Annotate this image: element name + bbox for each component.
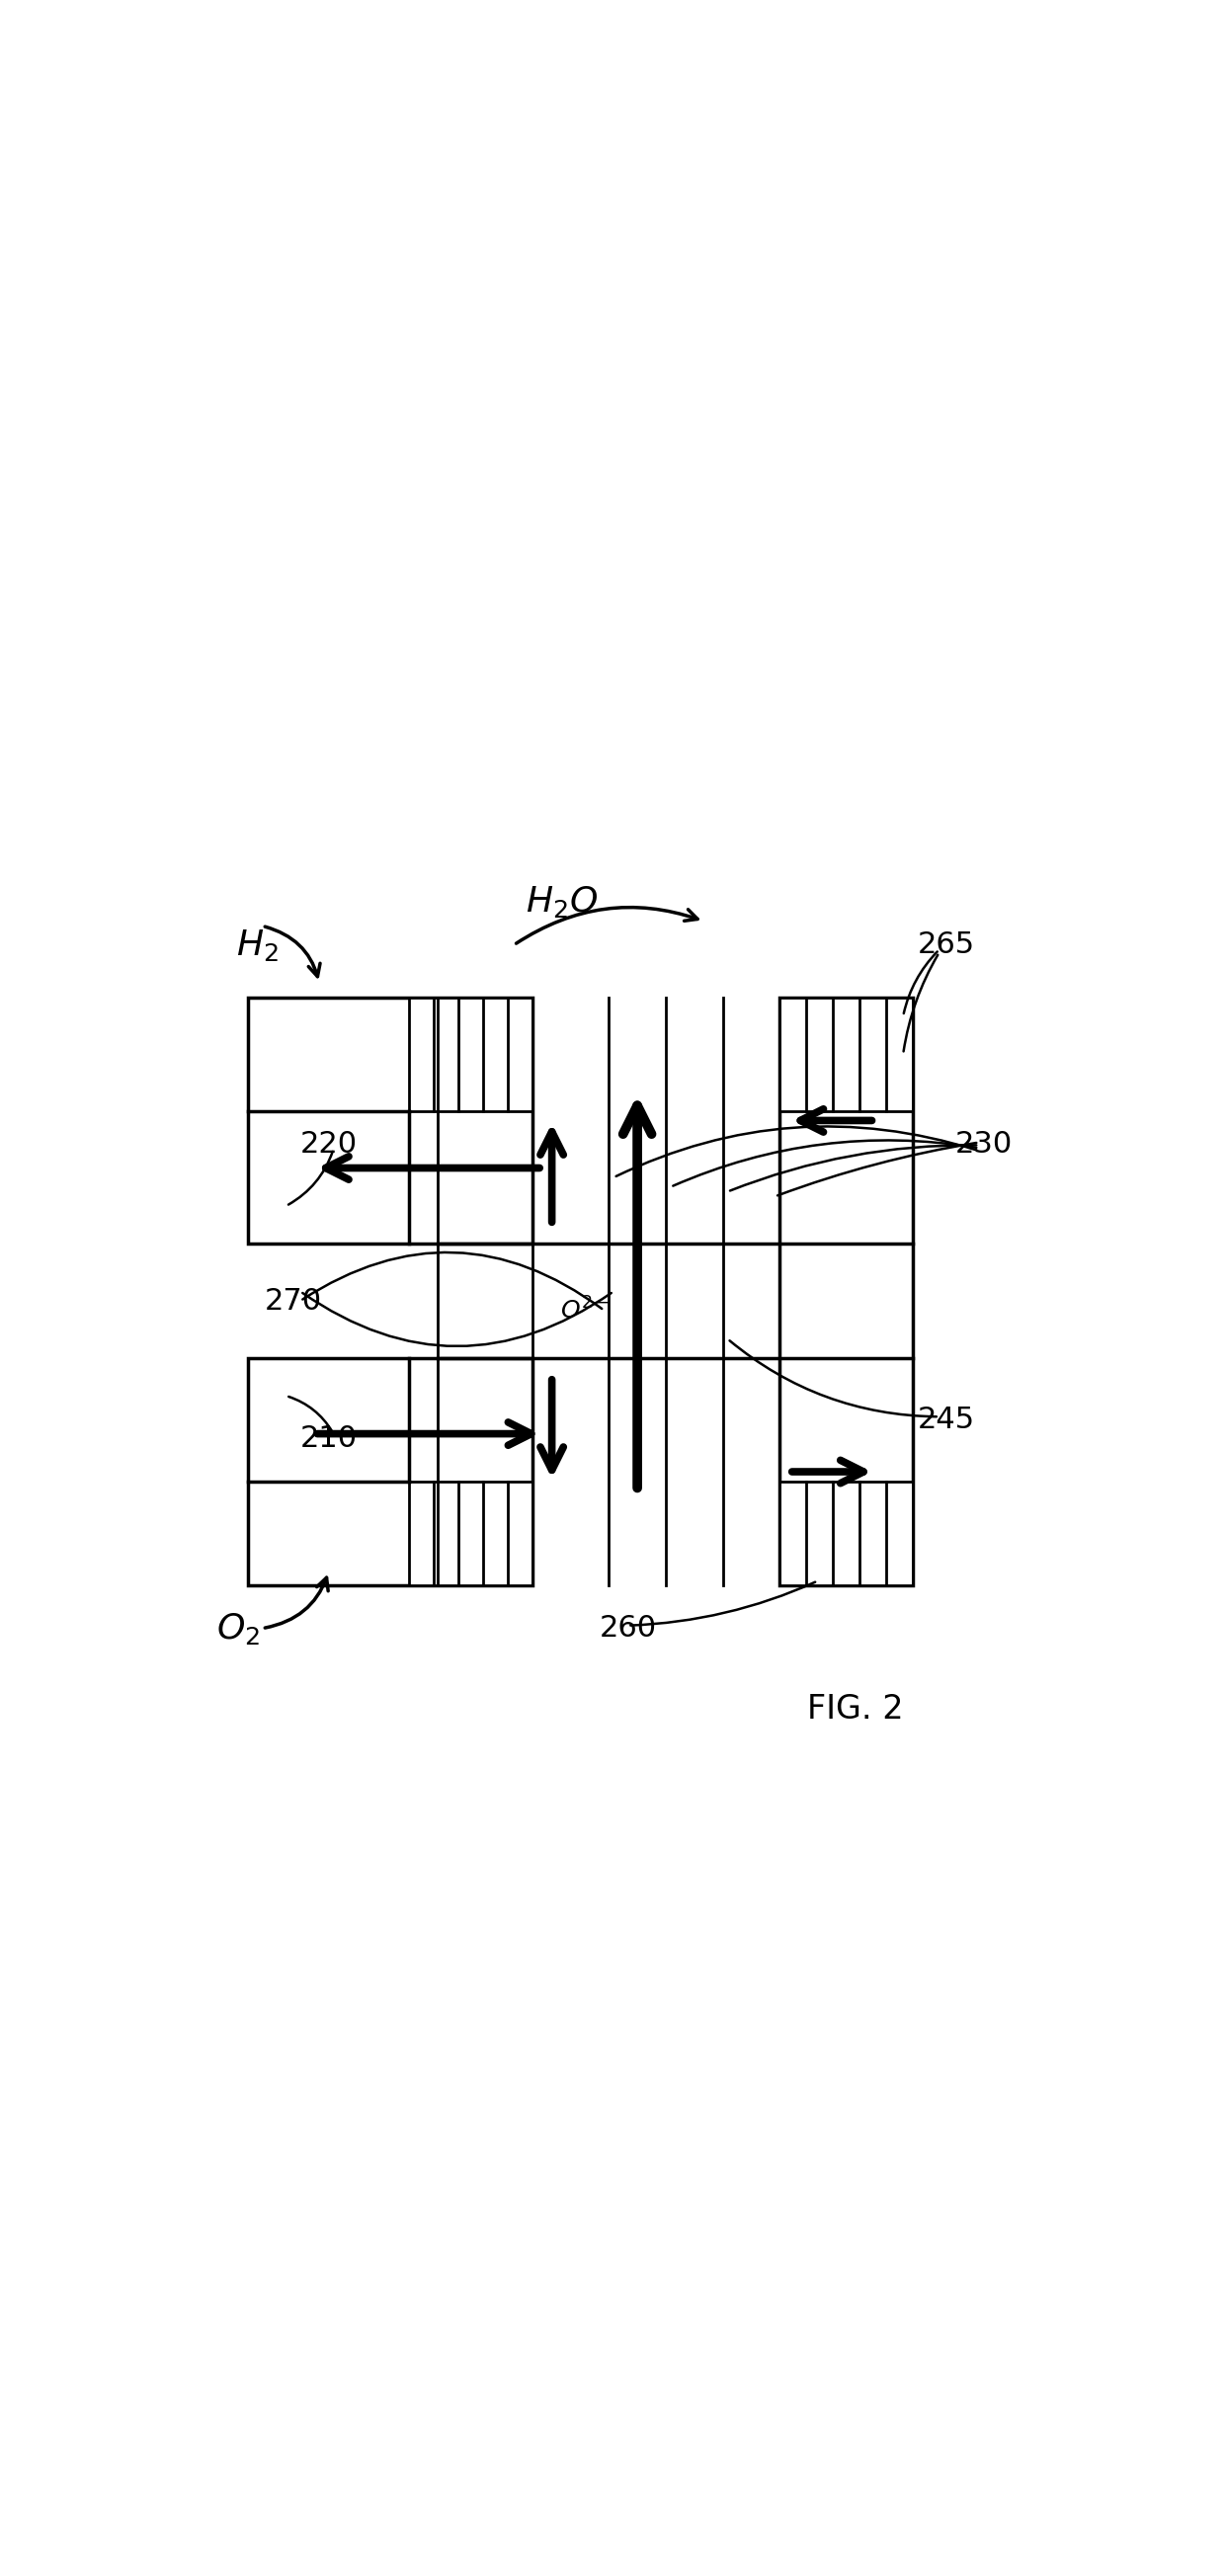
Text: 245: 245 (918, 1406, 975, 1435)
Polygon shape (247, 1358, 533, 1587)
Text: 260: 260 (599, 1615, 657, 1643)
Text: $H_2$: $H_2$ (236, 927, 279, 963)
Polygon shape (409, 1481, 533, 1587)
Polygon shape (247, 997, 533, 1244)
Polygon shape (409, 997, 533, 1110)
Polygon shape (779, 997, 913, 1110)
Text: $O_2$: $O_2$ (217, 1610, 261, 1646)
Text: 230: 230 (956, 1131, 1013, 1159)
Text: 265: 265 (918, 930, 975, 958)
Text: 270: 270 (265, 1285, 322, 1316)
Text: $O^{2-}$: $O^{2-}$ (560, 1296, 610, 1324)
Polygon shape (779, 1481, 913, 1587)
Text: 220: 220 (300, 1131, 358, 1159)
Text: $H_2O$: $H_2O$ (526, 884, 598, 920)
Text: 210: 210 (300, 1425, 358, 1453)
Polygon shape (779, 997, 913, 1587)
Text: FIG. 2: FIG. 2 (807, 1692, 904, 1726)
